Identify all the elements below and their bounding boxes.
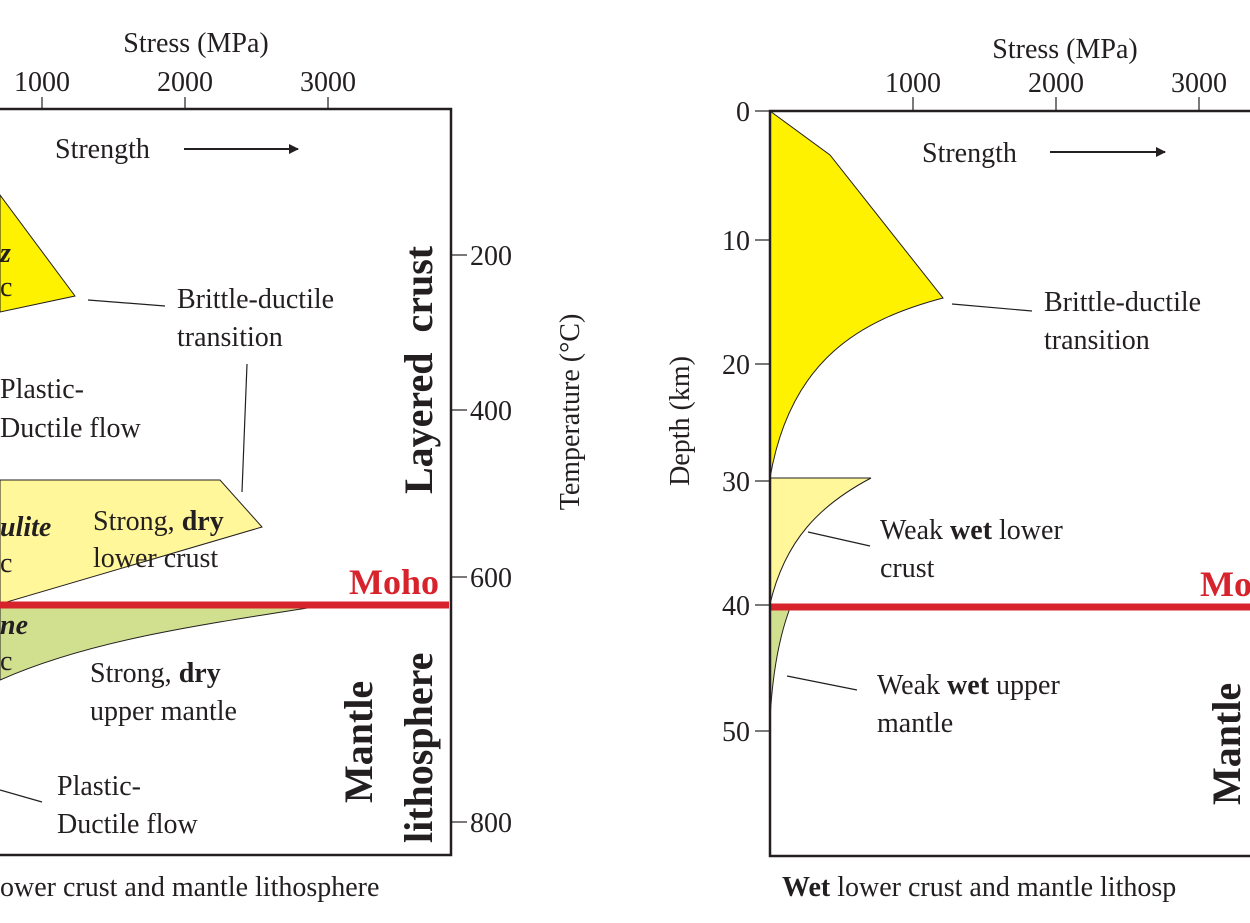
right-strength-label: Strength [922, 138, 1017, 169]
left-granulite-label-fragment: c [0, 548, 12, 579]
right-upper-crust-envelope [769, 110, 944, 479]
left-bd-leader [87, 299, 166, 307]
temp-tick-label: 600 [470, 563, 512, 594]
right-weak-mantle-label-line1: Weak wet upper [877, 670, 1060, 701]
layered-crust-label: Layered crust [396, 245, 441, 494]
left-strong-crust-label-line2: lower crust [93, 543, 218, 574]
left-bd-label-line2: transition [177, 322, 283, 353]
right-weak-mantle-leader [786, 675, 858, 691]
left-stress-tick-label: 1000 [14, 67, 70, 98]
left-strength-label: Strength [55, 134, 150, 165]
left-quartz-label-fragment: c [0, 272, 12, 303]
left-stress-tick-label: 3000 [300, 67, 356, 98]
right-bd-label-line1: Brittle-ductile [1044, 287, 1201, 318]
right-lower-crust-envelope [769, 477, 872, 605]
lithosphere-label: lithosphere [396, 653, 441, 843]
left-upper-crust-envelope [0, 194, 76, 313]
left-plastic-flow-label-line1: Plastic- [0, 374, 84, 405]
temp-tick-label: 200 [470, 241, 512, 272]
left-strong-mantle-label-line2: upper mantle [90, 696, 237, 727]
left-panel: Stress (MPa) 1000 2000 3000 Strength z c… [0, 28, 586, 903]
mantle-label: Mantle [336, 681, 381, 803]
left-granulite-label-fragment: ulite [0, 512, 51, 543]
depth-tick-label: 40 [722, 591, 750, 622]
right-stress-tick-label: 1000 [885, 68, 941, 99]
depth-tick-label: 20 [722, 350, 750, 381]
left-olivine-label-fragment: c [0, 646, 12, 677]
right-stress-title: Stress (MPa) [992, 34, 1137, 65]
left-bd-lower-leader [241, 363, 248, 493]
temp-tick-label: 800 [470, 808, 512, 839]
right-mantle-label-fragment: Mantle [1204, 683, 1249, 805]
left-stress-title: Stress (MPa) [123, 28, 268, 59]
right-plot-frame [768, 109, 1250, 858]
temp-tick-label: 400 [470, 396, 512, 427]
depth-tick-label: 0 [736, 97, 750, 128]
right-panel: Stress (MPa) 1000 2000 3000 Strength 0 1… [665, 34, 1250, 903]
depth-tick-label: 30 [722, 467, 750, 498]
left-plot-frame [0, 107, 453, 857]
depth-tick-label: 50 [722, 717, 750, 748]
right-stress-tick-label: 2000 [1028, 68, 1084, 99]
right-moho-label-fragment: Mo [1200, 564, 1250, 604]
left-plastic-flow2-label-line2: Ductile flow [57, 809, 199, 840]
left-stress-tick-label: 2000 [157, 67, 213, 98]
left-olivine-label-fragment: ne [0, 610, 28, 641]
left-plastic-flow-leader [0, 789, 43, 803]
left-mantle-envelope [0, 605, 321, 681]
depth-tick-label: 10 [722, 226, 750, 257]
right-weak-mantle-label-line2: mantle [877, 708, 953, 739]
right-weak-crust-label-line1: Weak wet lower [880, 515, 1063, 546]
right-weak-crust-leader [807, 531, 871, 547]
right-mantle-envelope [769, 607, 791, 721]
left-caption: ower crust and mantle lithosphere [0, 872, 379, 903]
right-caption: Wet lower crust and mantle lithosp [782, 872, 1176, 903]
left-strong-mantle-label-line1: Strong, dry [90, 658, 221, 689]
right-bd-leader [951, 303, 1033, 312]
left-plastic-flow-label-line2: Ductile flow [0, 413, 142, 444]
left-lower-crust-envelope [0, 479, 263, 605]
right-stress-tick-label: 3000 [1171, 68, 1227, 99]
left-strong-crust-label-line1: Strong, dry [93, 506, 224, 537]
left-moho-label: Moho [349, 562, 439, 602]
depth-axis-title: Depth (km) [665, 356, 696, 486]
right-bd-label-line2: transition [1044, 325, 1150, 356]
left-bd-label-line1: Brittle-ductile [177, 284, 334, 315]
left-plastic-flow2-label-line1: Plastic- [57, 771, 141, 802]
temperature-axis-title: Temperature (°C) [555, 314, 586, 511]
left-quartz-label-fragment: z [0, 238, 11, 269]
right-weak-crust-label-line2: crust [880, 553, 935, 584]
